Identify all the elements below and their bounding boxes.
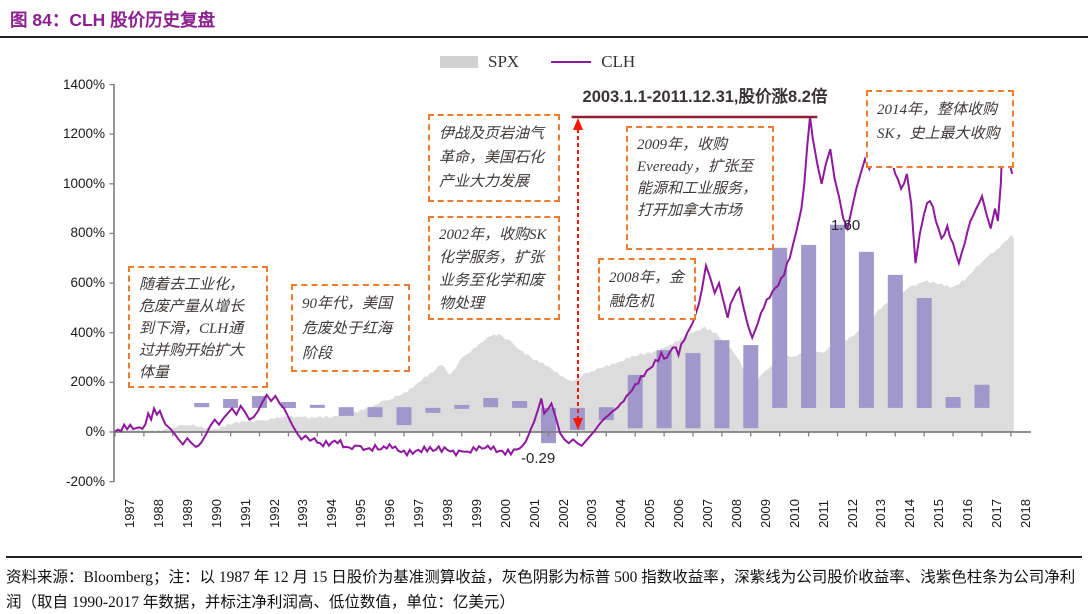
x-tick-label-1999: 1999 [468,499,484,528]
net-profit-bar-1998 [425,407,441,413]
annotation-box-1990s-red-sea: 90年代，美国危废处于红海阶段 [291,284,410,372]
net-profit-bar-1993 [280,402,296,408]
x-tick-label-2006: 2006 [671,499,687,528]
x-tick-label-2003: 2003 [584,499,600,528]
net-profit-bar-1990 [194,403,210,408]
net-profit-bar-2001 [512,401,528,408]
net-profit-bar-2004 [598,407,614,421]
title-divider [0,36,1088,38]
x-tick-label-2016: 2016 [960,499,976,528]
x-tick-label-2004: 2004 [613,499,629,528]
x-tick-label-2002: 2002 [555,499,571,528]
x-tick-label-1992: 1992 [266,499,282,528]
annotation-box-deindustrialization: 随着去工业化，危废产量从增长到下滑，CLH通过并购开始扩大体量 [128,266,268,388]
x-tick-label-1995: 1995 [353,499,369,528]
x-tick-label-2001: 2001 [526,499,542,528]
net-profit-bar-2008 [714,340,730,429]
x-tick-label-1988: 1988 [150,499,166,528]
x-tick-label-2000: 2000 [497,499,513,528]
net-profit-bar-2011 [801,244,817,408]
net-profit-bar-2012 [830,224,845,408]
x-tick-label-1996: 1996 [382,499,398,528]
annotation-box-2002-sk-chemical: 2002年，收购SK化学服务，扩张业务至化学和废物处理 [428,216,560,320]
annotation-box-shale-petrochemical: 伊战及页岩油气革命，美国石化产业大力发展 [428,114,560,202]
net-profit-bar-1992 [252,396,267,408]
x-tick-label-2007: 2007 [700,499,715,528]
y-tick-label-0%: 0% [85,424,105,439]
y-tick-label--200%: -200% [65,473,105,489]
x-tick-label-1993: 1993 [295,499,311,528]
annotation-box-2009-eveready: 2009年，收购Eveready，扩张至能源和工业服务，打开加拿大市场 [626,126,774,250]
range-return-note: 2003.1.1-2011.12.31,股价涨8.2倍 [582,88,828,106]
x-tick-label-1994: 1994 [324,499,340,528]
x-tick-label-2012: 2012 [844,499,860,528]
legend-label-spx: SPX [488,52,520,71]
net-profit-bar-2014 [887,274,903,408]
range-arrow-down-head [573,418,583,430]
source-note: 资料来源：Bloomberg；注：以 1987 年 12 月 15 日股价为基准… [6,556,1082,614]
net-profit-bar-2009 [743,345,759,429]
x-tick-label-1997: 1997 [411,499,426,528]
net-profit-bar-2013 [858,251,874,408]
net-profit-bar-1995 [338,407,354,416]
net-profit-bar-1991 [223,399,239,408]
net-profit-bar-2017 [974,384,990,408]
range-arrow-up-head [573,118,583,130]
x-tick-label-2011: 2011 [815,500,831,528]
x-tick-label-2015: 2015 [931,499,947,528]
clh-price-line [114,109,1014,458]
net-profit-bar-1996 [367,407,383,418]
net-profit-bar-2002 [541,407,556,444]
annotation-box-2014-sk-acquisition: 2014年，整体收购SK，史上最大收购 [866,90,1014,168]
x-tick-label-2010: 2010 [786,499,802,528]
x-tick-label-1998: 1998 [439,499,455,528]
annotation-box-2008-crisis: 2008年，金融危机 [598,258,696,320]
x-tick-label-1991: 1991 [237,499,253,528]
x-tick-label-1987: 1987 [122,499,137,528]
y-tick-label-1000%: 1000% [62,175,105,191]
spx-area [115,234,1014,433]
x-tick-label-2013: 2013 [873,499,889,528]
net-profit-bar-2015 [916,298,932,408]
y-tick-label-800%: 800% [70,225,105,241]
y-tick-label-200%: 200% [70,374,105,390]
net-profit-bar-2007 [685,353,701,429]
x-tick-label-2009: 2009 [757,499,773,528]
legend-label-clh: CLH [601,52,636,71]
x-tick-label-2008: 2008 [728,499,744,528]
x-tick-label-1989: 1989 [179,499,195,528]
net-profit-low-label: -0.29 [521,450,556,467]
page-title: 图 84：CLH 股价历史复盘 [10,10,216,30]
clh-line-swatch [551,61,592,63]
chart-legend: SPX CLH [440,52,657,72]
x-tick-label-2014: 2014 [902,499,918,528]
x-tick-label-1990: 1990 [208,499,224,528]
net-profit-bar-1994 [309,404,325,408]
net-profit-bar-1999 [454,404,470,409]
net-profit-bar-2005 [627,374,643,429]
net-profit-bar-1997 [396,407,412,426]
x-tick-label-2005: 2005 [642,499,658,528]
y-tick-label-600%: 600% [70,275,105,291]
net-profit-high-label: 1.60 [831,217,861,234]
x-tick-label-2018: 2018 [1017,499,1033,528]
y-tick-label-1400%: 1400% [62,76,105,92]
x-tick-label-2017: 2017 [989,499,1004,528]
spx-area-swatch [440,56,478,68]
y-tick-label-400%: 400% [70,324,105,340]
net-profit-bar-2016 [945,397,961,408]
net-profit-bar-2000 [483,398,499,408]
y-tick-label-1200%: 1200% [62,126,105,142]
net-profit-bar-2006 [656,350,672,429]
